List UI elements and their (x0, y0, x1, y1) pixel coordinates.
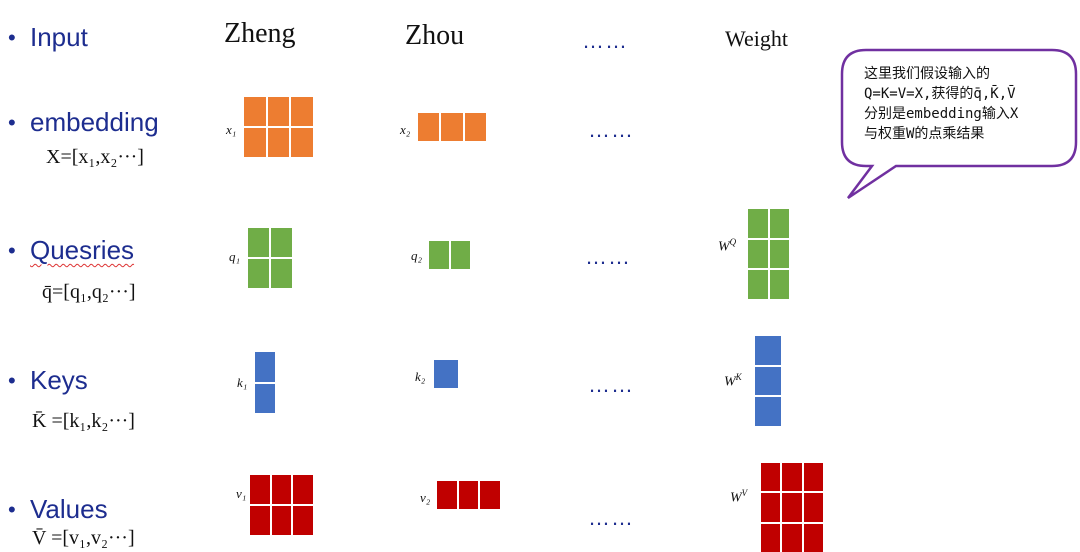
callout-text: 这里我们假设输入的 Q=K=V=X,获得的q̄,K̄,V̄ 分别是embeddi… (864, 64, 1064, 144)
matrix-q1 (248, 228, 292, 288)
symbol-wq: WQ (718, 237, 737, 255)
ellipsis-values: …… (588, 505, 634, 530)
matrix-wv (761, 463, 823, 552)
bullet-icon: • (8, 496, 16, 522)
row-values: • Values (8, 494, 108, 525)
ellipsis-keys: …… (588, 372, 634, 397)
symbol-q2: q₂ (411, 248, 423, 263)
column-header-weight: Weight (725, 26, 788, 51)
symbol-k2: k₂ (415, 369, 426, 384)
bullet-icon: • (8, 367, 16, 393)
bullet-icon: • (8, 24, 16, 50)
symbol-x1: x₁ (226, 122, 237, 137)
bullet-icon: • (8, 109, 16, 135)
column-header-zhou: Zhou (405, 20, 465, 51)
symbol-q1: q₁ (229, 249, 241, 264)
row-label-embedding: embedding (30, 107, 159, 137)
matrix-v1 (250, 475, 313, 535)
callout-line-4: 与权重W的点乘结果 (864, 126, 985, 142)
callout-bubble (840, 48, 1078, 200)
callout-line-3: 分别是embedding输入X (864, 106, 1019, 122)
matrix-x2 (418, 113, 486, 141)
matrix-wq (748, 209, 789, 299)
ellipsis-queries: …… (585, 244, 631, 269)
matrix-wk (755, 336, 781, 426)
callout-line-2: Q=K=V=X,获得的q̄,K̄,V̄ (864, 86, 1016, 102)
symbol-x2: x₂ (400, 122, 411, 137)
symbol-k1: k₁ (237, 375, 248, 390)
column-header-zheng: Zheng (224, 18, 296, 49)
row-label-values: Values (30, 494, 108, 524)
formula-queries: q̄=[q₁,q₂···] (42, 281, 136, 303)
matrix-x1 (244, 97, 313, 157)
row-input: • Input (8, 22, 88, 53)
matrix-v2 (437, 481, 500, 509)
row-label-queries: Quesries (30, 235, 135, 265)
callout-line-1: 这里我们假设输入的 (864, 66, 990, 82)
formula-keys: K̄ =[k₁,k₂···] (32, 410, 135, 432)
row-embedding: • embedding (8, 107, 159, 138)
row-keys: • Keys (8, 365, 88, 396)
symbol-v2: v₂ (420, 490, 431, 505)
symbol-wk: WK (724, 372, 742, 390)
matrix-k2 (434, 360, 458, 388)
row-label-input: Input (30, 22, 88, 52)
matrix-k1 (255, 352, 275, 413)
matrix-q2 (429, 241, 470, 269)
bullet-icon: • (8, 237, 16, 263)
column-header-ellipsis: …… (582, 28, 628, 53)
formula-values: V̄ =[v₁,v₂···] (32, 527, 135, 549)
row-label-keys: Keys (30, 365, 88, 395)
ellipsis-embedding: …… (588, 117, 634, 142)
row-queries: • Quesries (8, 235, 134, 266)
formula-embedding: X=[x₁,x₂···] (46, 146, 144, 168)
symbol-v1: v₁ (236, 486, 247, 501)
symbol-wv: WV (730, 488, 748, 506)
